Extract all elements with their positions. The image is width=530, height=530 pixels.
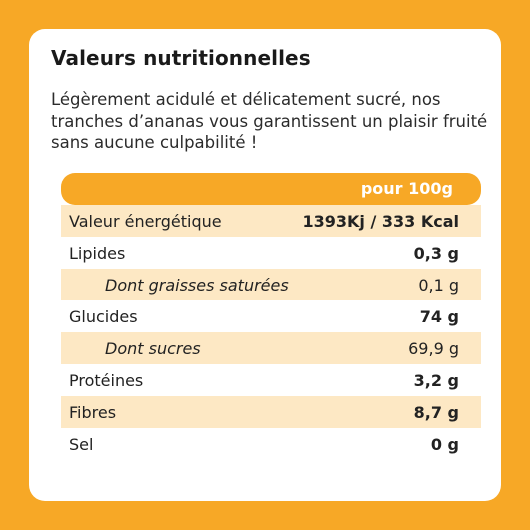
- row-value: 3,2 g: [413, 370, 459, 390]
- row-label: Lipides: [69, 243, 126, 263]
- row-label: Sel: [69, 434, 94, 454]
- row-label: Valeur énergétique: [69, 212, 222, 231]
- row-label: Fibres: [69, 402, 117, 422]
- card-description: Légèrement acidulé et délicatement sucré…: [51, 90, 488, 152]
- table-row-lipides: Lipides 0,3 g: [61, 237, 481, 269]
- table-row-saturated-fat: Dont graisses saturées 0,1 g: [61, 268, 481, 301]
- row-label: Protéines: [69, 370, 144, 390]
- row-value: 1393Kj / 333 Kcal: [302, 212, 459, 231]
- row-label: Glucides: [69, 307, 138, 327]
- table-row-glucides: Glucides 74 g: [61, 300, 481, 332]
- row-value: 8,7 g: [413, 402, 459, 422]
- table-row-proteins: Protéines 3,2 g: [61, 364, 481, 396]
- table-header: pour 100g: [61, 173, 481, 205]
- row-value: 69,9 g: [408, 339, 459, 359]
- row-value: 0,1 g: [418, 275, 459, 295]
- row-label: Dont sucres: [105, 339, 201, 359]
- row-value: 0 g: [430, 434, 459, 454]
- row-label: Dont graisses saturées: [105, 275, 289, 295]
- table-row-fibres: Fibres 8,7 g: [61, 395, 481, 428]
- table-row-salt: Sel 0 g: [61, 428, 481, 460]
- nutrition-card: Valeurs nutritionnelles Légèrement acidu…: [29, 29, 501, 501]
- nutrition-table: pour 100g Valeur énergétique 1393Kj / 33…: [61, 173, 481, 459]
- row-value: 0,3 g: [413, 243, 459, 263]
- table-header-label: pour 100g: [360, 179, 453, 198]
- row-value: 74 g: [419, 307, 459, 327]
- table-row-energy: Valeur énergétique 1393Kj / 333 Kcal: [61, 205, 481, 237]
- table-row-sugars: Dont sucres 69,9 g: [61, 332, 481, 364]
- card-title: Valeurs nutritionnelles: [51, 46, 311, 70]
